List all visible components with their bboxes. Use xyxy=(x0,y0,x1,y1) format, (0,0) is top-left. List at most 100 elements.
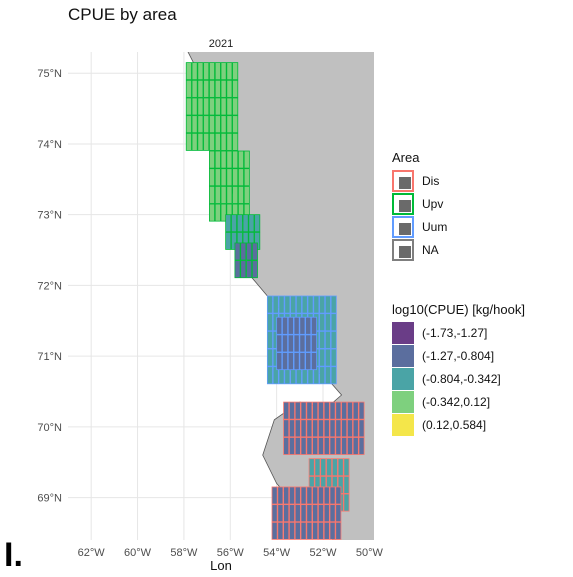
area-legend-item: Uum xyxy=(392,215,447,238)
cpue-cell xyxy=(254,214,261,233)
cpue-cell xyxy=(284,295,291,314)
cpue-cell xyxy=(306,401,313,420)
area-legend-key xyxy=(392,192,414,215)
cpue-cell xyxy=(232,150,239,169)
cpue-cell xyxy=(305,316,312,335)
cpue-cell xyxy=(331,458,338,477)
cpue-cell xyxy=(277,504,284,523)
cpue-cell xyxy=(271,504,278,523)
x-tick-label: 50°W xyxy=(356,547,384,559)
chart-title: CPUE by area xyxy=(68,5,177,24)
cpue-cell xyxy=(330,313,337,332)
cpue-cell xyxy=(283,419,290,438)
cpue-cell xyxy=(231,214,238,233)
cpue-cell xyxy=(312,521,319,540)
cpue-cell xyxy=(358,419,365,438)
cpue-cell xyxy=(276,316,283,335)
cpue-cell xyxy=(323,486,330,505)
cpue-cell xyxy=(337,458,344,477)
cpue-cell xyxy=(295,295,302,314)
cpue-cell xyxy=(276,352,283,371)
cpue-cell xyxy=(226,62,233,81)
area-legend-item: Upv xyxy=(392,192,447,215)
cpue-cell xyxy=(283,401,290,420)
cpue-cell xyxy=(305,334,312,353)
cpue-cell xyxy=(220,132,227,151)
cpue-cell xyxy=(197,62,204,81)
cpue-legend-label: (-1.27,-0.804] xyxy=(422,348,495,363)
y-tick-label: 75°N xyxy=(37,68,62,80)
cpue-cell xyxy=(248,214,255,233)
cpue-cell xyxy=(214,62,221,81)
area-legend-item: NA xyxy=(392,238,447,261)
cpue-cell xyxy=(346,437,353,455)
cpue-cell xyxy=(300,437,307,455)
cpue-cell xyxy=(232,185,239,204)
cpue-cell xyxy=(329,437,336,455)
cpue-cell xyxy=(243,185,250,204)
cpue-cell xyxy=(346,401,353,420)
cpue-cell xyxy=(294,504,301,523)
cpue-cell xyxy=(311,334,318,353)
cpue-cell xyxy=(293,334,300,353)
cpue-cell xyxy=(209,185,216,204)
cpue-legend-label: (0.12,0.584] xyxy=(422,417,487,432)
cpue-cell xyxy=(251,260,258,279)
cpue-cell xyxy=(324,313,331,332)
cpue-cell xyxy=(226,132,233,151)
area-legend: Area Dis Upv Uum NA xyxy=(392,150,447,261)
cpue-cell xyxy=(209,203,216,222)
cpue-legend-label: (-0.342,0.12] xyxy=(422,394,491,409)
area-legend-item: Dis xyxy=(392,169,447,192)
x-tick-label: 54°W xyxy=(263,547,291,559)
cpue-cell xyxy=(191,97,198,116)
cpue-cell xyxy=(329,419,336,438)
cpue-cell xyxy=(317,486,324,505)
cpue-cell xyxy=(319,295,326,314)
cpue-cell xyxy=(185,62,192,81)
cpue-legend-item: (0.12,0.584] xyxy=(392,413,525,436)
cpue-cell xyxy=(214,79,221,98)
cpue-legend-item: (-0.342,0.12] xyxy=(392,390,525,413)
cpue-cell xyxy=(317,521,324,540)
cpue-cell xyxy=(214,203,221,222)
cpue-cell xyxy=(329,504,336,523)
cpue-cell xyxy=(191,62,198,81)
cpue-cell xyxy=(283,521,290,540)
cpue-cell xyxy=(232,62,239,81)
cpue-cell xyxy=(329,521,336,540)
cpue-cell xyxy=(287,334,294,353)
cpue-cell xyxy=(294,521,301,540)
cpue-cell xyxy=(231,231,238,250)
cpue-legend-label: (-1.73,-1.27] xyxy=(422,325,488,340)
cpue-cell xyxy=(242,214,249,233)
cpue-cell xyxy=(288,521,295,540)
cpue-cell xyxy=(317,504,324,523)
cpue-cell xyxy=(243,168,250,187)
cpue-legend-swatch xyxy=(392,344,414,367)
cpue-cell xyxy=(300,521,307,540)
cpue-legend-item: (-1.73,-1.27] xyxy=(392,321,525,344)
cpue-cell xyxy=(214,168,221,187)
cpue-cell xyxy=(312,401,319,420)
x-tick-label: 60°W xyxy=(124,547,152,559)
x-tick-label: 56°W xyxy=(217,547,245,559)
area-legend-label: Dis xyxy=(422,173,440,188)
cpue-cell xyxy=(299,334,306,353)
cpue-cell xyxy=(225,231,232,250)
cpue-cell xyxy=(283,504,290,523)
y-tick-label: 70°N xyxy=(37,422,62,434)
cpue-cell xyxy=(341,401,348,420)
cpue-cell xyxy=(323,504,330,523)
cpue-cell xyxy=(290,295,297,314)
cpue-cell xyxy=(240,242,247,261)
cpue-cell xyxy=(288,401,295,420)
cpue-cell xyxy=(323,419,330,438)
cpue-cell xyxy=(288,504,295,523)
cpue-cell xyxy=(203,132,210,151)
cpue-cell xyxy=(266,366,273,385)
cpue-cell xyxy=(335,401,342,420)
cpue-cell xyxy=(226,97,233,116)
cpue-cell xyxy=(324,330,331,349)
